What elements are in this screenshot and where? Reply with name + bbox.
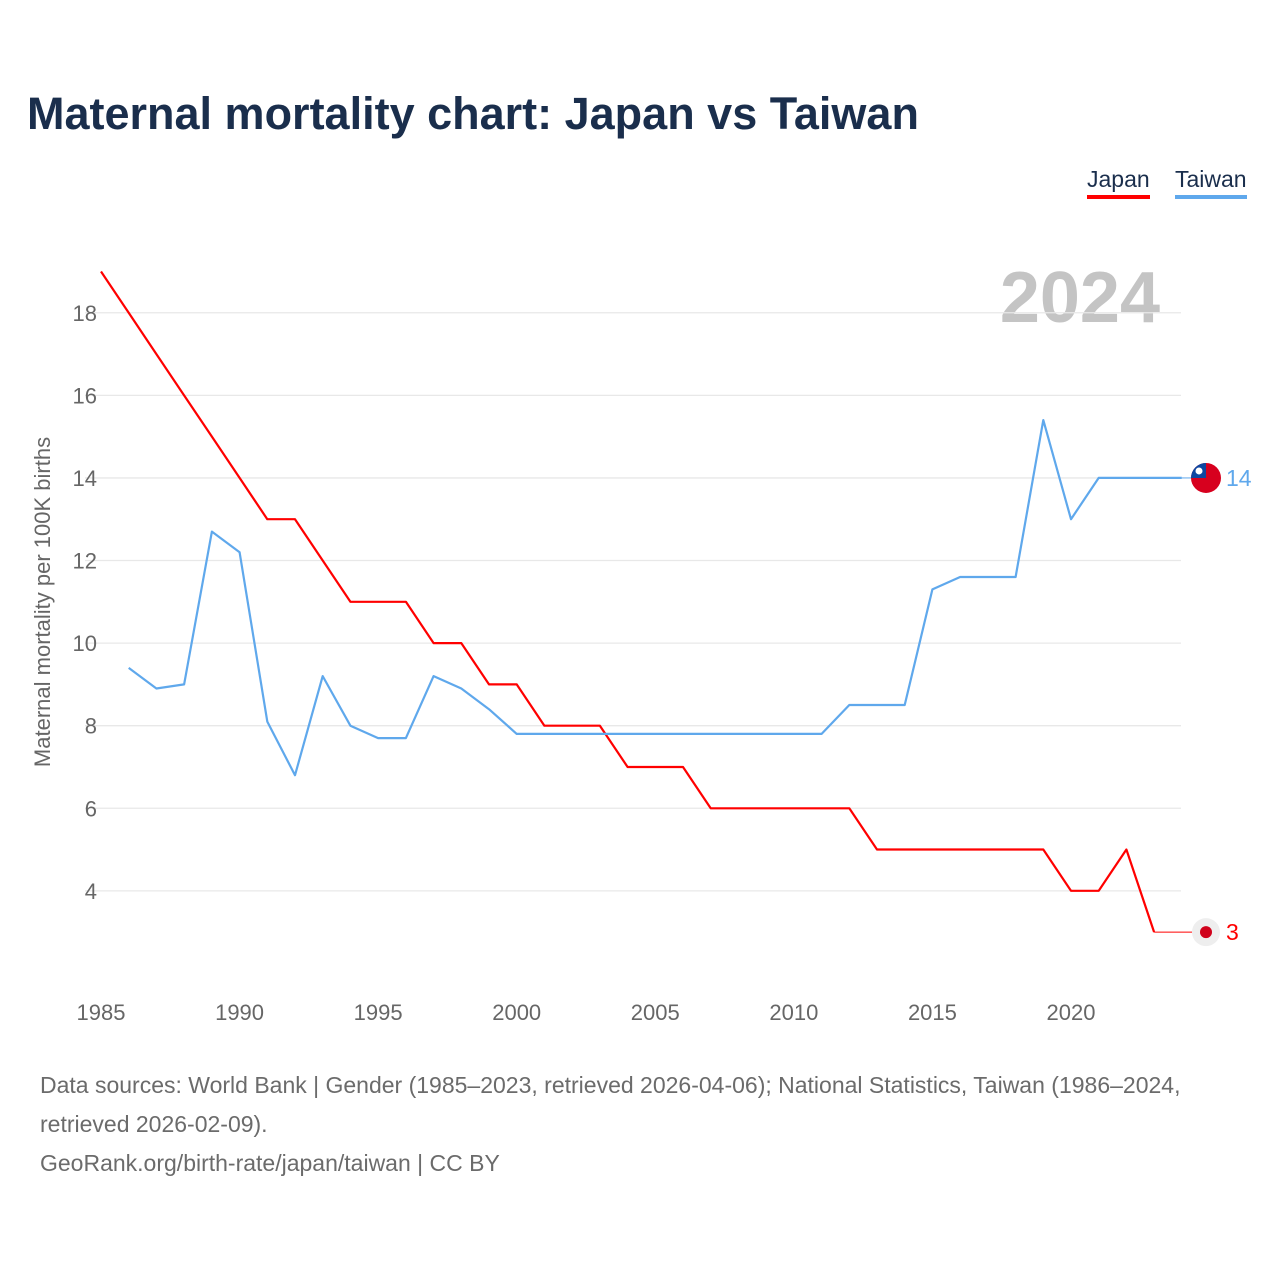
legend-taiwan[interactable]: Taiwan <box>1175 166 1247 199</box>
x-tick-label: 2005 <box>631 1000 680 1025</box>
x-tick-label: 2020 <box>1047 1000 1096 1025</box>
x-tick-label: 1990 <box>215 1000 264 1025</box>
x-tick-label: 2000 <box>492 1000 541 1025</box>
series-line-japan <box>100 270 1156 933</box>
year-overlay: 2024 <box>1000 258 1160 338</box>
x-tick-label: 2015 <box>908 1000 957 1025</box>
data-sources: Data sources: World Bank | Gender (1985–… <box>40 1072 1181 1137</box>
chart-title: Maternal mortality chart: Japan vs Taiwa… <box>27 88 919 139</box>
y-tick-label: 4 <box>85 879 97 904</box>
y-tick-label: 6 <box>85 796 97 821</box>
y-tick-label: 14 <box>73 466 97 491</box>
y-tick-label: 10 <box>73 631 97 656</box>
japan-flag-disc <box>1200 926 1212 939</box>
line-chart: 2024 4 6 8 10 12 14 16 18 1985 1990 1995 2000 2005 201… <box>30 258 1252 1025</box>
y-tick-label: 8 <box>85 714 97 739</box>
y-tick-label: 18 <box>73 301 97 326</box>
y-tick-label: 12 <box>73 549 97 574</box>
end-value-label: 3 <box>1226 919 1239 945</box>
footer: Data sources: World Bank | Gender (1985–… <box>40 1066 1240 1183</box>
x-tick-label: 2010 <box>769 1000 818 1025</box>
source-link[interactable]: GeoRank.org/birth-rate/japan/taiwan | CC… <box>40 1150 500 1176</box>
legend-japan[interactable]: Japan <box>1087 166 1150 199</box>
taiwan-flag-sun <box>1195 467 1203 475</box>
y-tick-label: 16 <box>73 383 97 408</box>
x-tick-label: 1995 <box>354 1000 403 1025</box>
y-axis-label: Maternal mortality per 100K births <box>30 437 55 767</box>
end-value-label: 14 <box>1226 465 1252 491</box>
x-tick-label: 1985 <box>77 1000 126 1025</box>
series-line-taiwan <box>128 419 1182 777</box>
